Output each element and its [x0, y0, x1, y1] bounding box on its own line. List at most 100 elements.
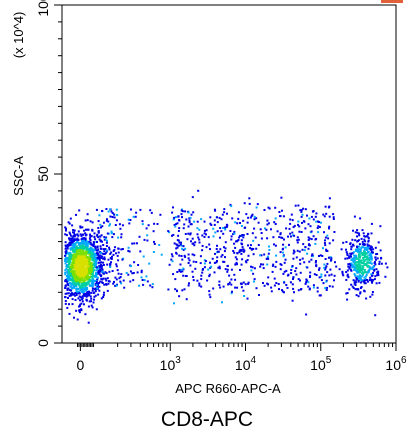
event-dot: [295, 256, 298, 259]
event-dot: [77, 272, 80, 275]
event-dot: [81, 277, 83, 280]
event-dot: [341, 270, 344, 273]
event-dot: [199, 262, 202, 265]
event-dot: [358, 276, 361, 279]
event-dot: [102, 277, 105, 280]
event-dot: [84, 240, 87, 243]
event-dot: [115, 278, 118, 281]
event-dot: [122, 279, 125, 282]
event-dot: [370, 251, 373, 253]
event-dot: [224, 268, 227, 271]
event-dot: [243, 202, 246, 205]
event-dot: [86, 261, 89, 264]
event-dot: [292, 249, 295, 252]
event-dot: [230, 268, 233, 271]
event-dot: [369, 248, 372, 251]
event-dot: [71, 224, 74, 227]
event-dot: [216, 216, 218, 219]
event-dot: [355, 276, 358, 279]
event-dot: [152, 230, 155, 233]
event-dot: [151, 286, 154, 289]
event-dot: [184, 210, 187, 213]
event-dot: [232, 233, 235, 236]
event-dot: [74, 254, 76, 257]
event-dot: [296, 241, 299, 244]
event-dot: [68, 256, 71, 259]
event-dot: [357, 264, 360, 266]
event-dot: [229, 230, 232, 232]
event-dot: [105, 208, 108, 210]
event-dot: [92, 271, 95, 274]
event-dot: [242, 236, 245, 239]
event-dot: [87, 269, 90, 272]
event-dot: [362, 262, 365, 265]
event-dot: [325, 212, 328, 215]
event-dot: [181, 258, 184, 261]
event-dot: [232, 250, 235, 252]
event-dot: [362, 246, 365, 249]
event-dot: [212, 287, 215, 290]
event-dot: [100, 226, 102, 229]
event-dot: [356, 275, 359, 278]
event-dot: [81, 297, 84, 300]
event-dot: [107, 210, 110, 213]
event-dot: [347, 276, 350, 279]
event-dot: [187, 262, 190, 264]
event-dot: [345, 292, 348, 295]
event-dot: [115, 284, 118, 287]
event-dot: [279, 215, 282, 218]
event-dot: [179, 243, 182, 246]
event-dot: [322, 247, 324, 250]
event-dot: [188, 282, 190, 285]
event-dot: [363, 263, 366, 266]
event-dot: [321, 255, 324, 257]
event-dot: [363, 276, 366, 279]
event-dot: [275, 260, 278, 263]
event-dot: [176, 246, 179, 249]
event-dot: [377, 274, 380, 277]
event-dot: [297, 223, 299, 226]
event-dot: [153, 243, 156, 245]
event-dot: [272, 236, 275, 239]
event-dot: [80, 258, 83, 261]
event-dot: [255, 217, 258, 220]
event-dot: [340, 248, 343, 251]
event-dot: [230, 278, 233, 281]
event-dot: [361, 229, 364, 232]
event-dot: [91, 221, 94, 224]
event-dot: [140, 271, 143, 274]
event-dot: [82, 263, 85, 266]
event-dot: [325, 248, 328, 251]
event-dot: [99, 250, 102, 253]
event-dot: [263, 253, 266, 256]
event-dot: [79, 249, 82, 252]
event-dot: [328, 197, 331, 200]
event-dot: [175, 252, 178, 255]
event-dot: [226, 270, 229, 273]
event-dot: [331, 285, 334, 288]
event-dot: [216, 221, 219, 224]
event-dot: [294, 204, 297, 207]
event-dot: [230, 205, 233, 208]
event-dot: [121, 258, 124, 261]
event-dot: [222, 232, 225, 235]
event-dot: [274, 217, 277, 220]
event-dot: [328, 215, 331, 218]
event-dot: [363, 268, 366, 271]
event-dot: [301, 221, 303, 224]
event-dot: [359, 217, 362, 220]
event-dot: [288, 243, 290, 246]
event-dot: [168, 231, 171, 234]
event-dot: [367, 251, 369, 254]
event-dot: [352, 287, 355, 289]
event-dot: [105, 279, 108, 282]
event-dot: [80, 279, 83, 281]
event-dot: [373, 269, 376, 272]
event-dot: [233, 251, 236, 254]
event-dot: [234, 221, 237, 224]
event-dot: [65, 227, 67, 230]
y-axis-multiplier: (x 10^4): [11, 12, 26, 59]
event-dot: [370, 246, 373, 249]
event-dot: [81, 249, 84, 252]
event-dot: [220, 218, 223, 221]
